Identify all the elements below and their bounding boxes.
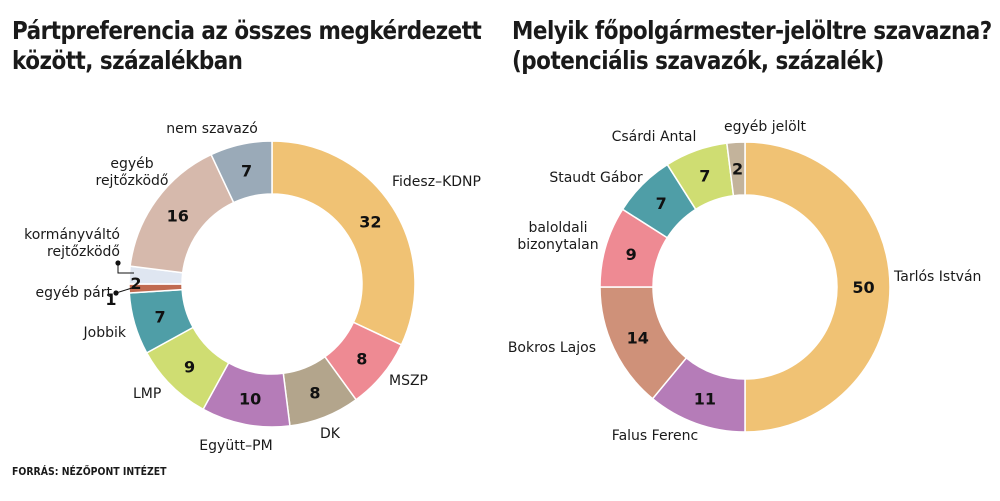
slice-label-falus-ferenc: Falus Ferenc	[612, 428, 698, 444]
slice-label-nem-szavazo: nem szavazó	[166, 121, 258, 137]
value-label-tarlos-istvan: 50	[852, 278, 874, 297]
right-chart-title: Melyik főpolgármester-jelöltre szavazna?…	[512, 16, 992, 76]
left-title-line-2: között, százalékban	[12, 46, 243, 75]
slice-label-fidesz-kdnp: Fidesz–KDNP	[392, 174, 481, 190]
value-label-bokros-lajos: 14	[627, 328, 649, 347]
slice-label-csardi-antal: Csárdi Antal	[612, 129, 697, 145]
donut-chart-1: 32 Fidesz–KDNP 8 MSZP 8 DK 10 Együtt–PM 9 LMP 7 Job…	[24, 121, 481, 454]
slice-label-egyeb-jelolt: egyéb jelölt	[724, 119, 807, 135]
value-label-falus-ferenc: 11	[694, 389, 716, 408]
value-label-mszp: 8	[356, 349, 367, 368]
slice-label-egyutt-pm: Együtt–PM	[199, 438, 272, 454]
leader-line-egyeb-part	[115, 287, 133, 294]
right-title-line-2: (potenciális szavazók, százalék)	[512, 46, 884, 75]
slice-label-dk: DK	[320, 426, 341, 442]
value-label-lmp: 9	[184, 357, 195, 376]
left-title-line-1: Pártpreferencia az összes megkérdezett	[12, 16, 482, 45]
slice-nem-szavazo	[210, 140, 273, 204]
value-label-baloldali-bizonytalan: 9	[626, 245, 637, 264]
value-label-jobbik: 7	[155, 308, 166, 327]
value-label-csardi-antal: 7	[699, 167, 710, 186]
slice-label-baloldali-bizonytalan: baloldali bizonytalan	[517, 220, 598, 253]
leader-dot-kormanyvalto-rejtozkodo	[115, 260, 121, 266]
value-label-egyutt-pm: 10	[239, 389, 261, 408]
slice-label-staudt-gabor: Staudt Gábor	[549, 170, 643, 186]
value-label-egyeb-rejtozkodo: 16	[167, 207, 189, 226]
slice-label-mszp: MSZP	[389, 373, 428, 389]
right-title-line-1: Melyik főpolgármester-jelöltre szavazna?	[512, 16, 992, 45]
source-note: FORRÁS: NÉZŐPONT INTÉZET	[12, 465, 167, 478]
leader-line-kormanyvalto-rejtozkodo	[117, 263, 134, 274]
left-chart-title: Pártpreferencia az összes megkérdezett k…	[12, 16, 482, 76]
slice-fidesz-kdnp	[271, 140, 416, 346]
value-label-egyeb-jelolt: 2	[732, 160, 743, 179]
value-label-kormanyvalto-rejtozkodo: 2	[130, 274, 141, 293]
value-label-egyeb-part: 1	[105, 290, 116, 309]
slice-label-lmp: LMP	[133, 386, 161, 402]
slice-tarlos-istvan	[744, 141, 891, 433]
slice-label-kormanyvalto-rejtozkodo: kormányváltó rejtőzködő	[24, 227, 120, 260]
slice-label-tarlos-istvan: Tarlós István	[893, 269, 981, 285]
slice-egyeb-jelolt	[725, 141, 746, 197]
value-label-fidesz-kdnp: 32	[359, 213, 381, 232]
slice-label-egyeb-rejtozkodo: egyéb rejtőzködő	[96, 156, 169, 189]
value-label-staudt-gabor: 7	[656, 194, 667, 213]
value-label-dk: 8	[309, 383, 320, 402]
value-label-nem-szavazo: 7	[241, 161, 252, 180]
slice-label-bokros-lajos: Bokros Lajos	[508, 340, 596, 356]
donut-chart-2: 50 Tarlós István 11 Falus Ferenc 14 Bokros La…	[508, 119, 982, 444]
slice-label-jobbik: Jobbik	[83, 325, 127, 341]
slice-label-egyeb-part: egyéb párt	[36, 285, 113, 301]
leader-dot-egyeb-part	[113, 290, 119, 296]
